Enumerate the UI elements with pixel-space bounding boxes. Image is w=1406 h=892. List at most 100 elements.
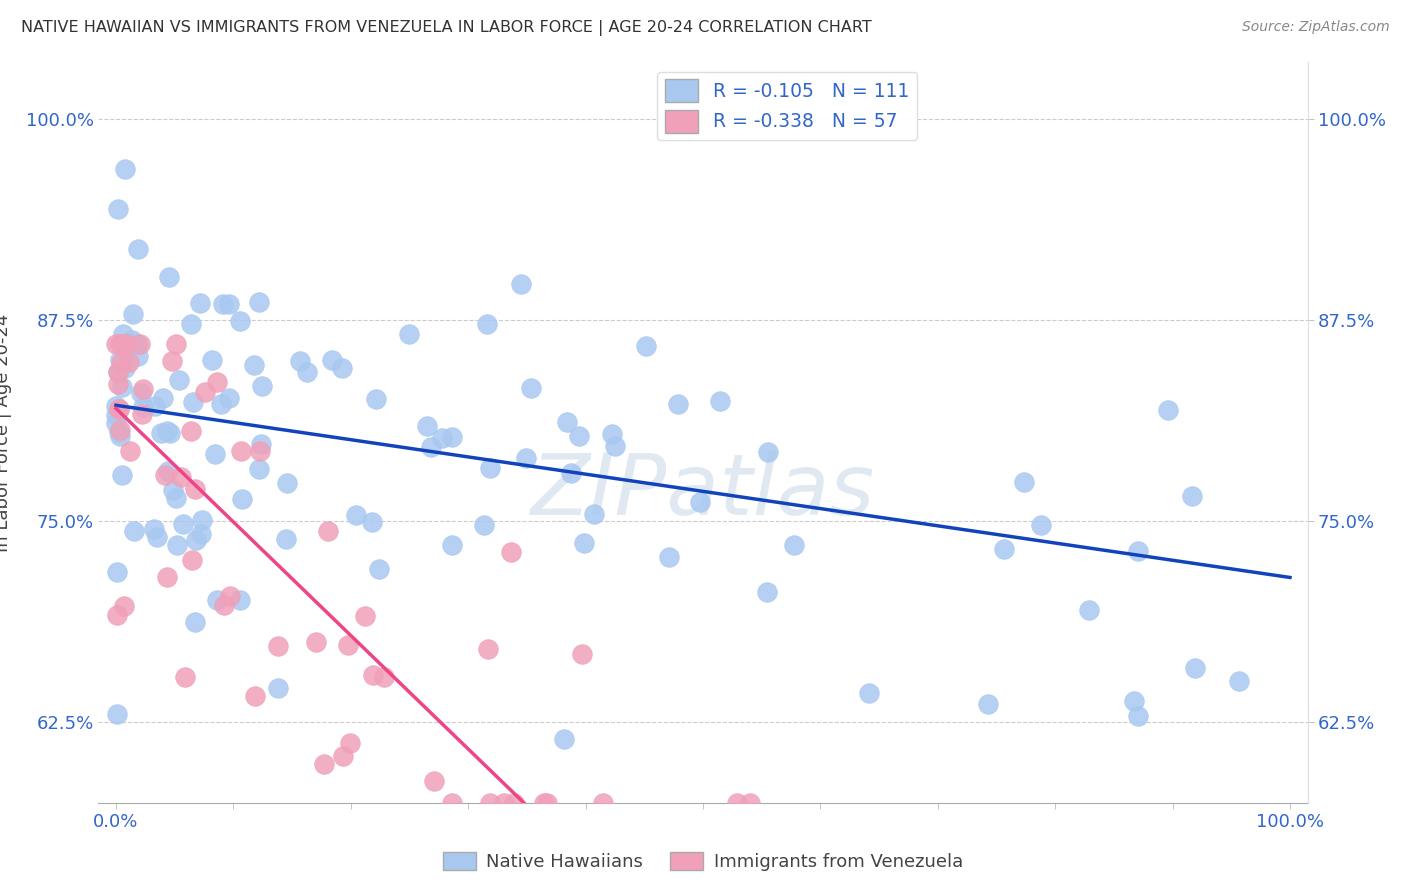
Point (186, 533, 208, 547)
Point (219, 589, 242, 603)
Point (108, 423, 131, 437)
Point (533, 796, 555, 810)
Point (184, 483, 207, 497)
Point (229, 593, 252, 607)
Point (165, 337, 187, 351)
Point (553, 731, 575, 746)
Point (441, 796, 464, 810)
Point (229, 443, 252, 458)
Point (361, 515, 384, 529)
Point (105, 706, 128, 721)
Point (502, 796, 524, 810)
Point (143, 522, 166, 536)
Point (247, 462, 270, 476)
Point (218, 392, 240, 406)
Point (110, 356, 132, 370)
Point (201, 353, 224, 368)
Point (367, 562, 389, 576)
Point (1126, 543, 1149, 558)
Point (977, 698, 1000, 712)
Point (568, 429, 591, 443)
Point (188, 296, 211, 310)
Point (318, 524, 340, 538)
Point (423, 774, 446, 789)
Point (267, 681, 290, 695)
Point (165, 491, 187, 505)
Point (108, 429, 131, 443)
Point (420, 440, 443, 454)
Point (174, 670, 197, 684)
Point (169, 373, 191, 387)
Point (125, 337, 148, 351)
Point (478, 461, 501, 475)
Point (157, 270, 180, 285)
Point (149, 426, 172, 441)
Point (274, 532, 297, 546)
Point (709, 394, 731, 409)
Point (180, 317, 202, 331)
Point (1126, 708, 1149, 723)
Point (156, 424, 179, 438)
Point (105, 607, 128, 622)
Point (129, 385, 152, 400)
Point (582, 508, 605, 522)
Point (783, 538, 806, 552)
Point (560, 467, 582, 481)
Point (181, 553, 204, 567)
Point (132, 401, 155, 415)
Point (475, 317, 498, 331)
Point (332, 748, 354, 763)
Point (571, 648, 593, 662)
Point (725, 796, 748, 810)
Point (492, 796, 515, 810)
Point (122, 524, 145, 538)
Point (592, 796, 614, 810)
Point (477, 642, 499, 657)
Point (110, 353, 132, 368)
Point (245, 689, 267, 703)
Point (337, 638, 360, 652)
Point (105, 399, 128, 413)
Point (114, 360, 136, 375)
Point (314, 757, 336, 772)
Point (756, 445, 779, 459)
Point (204, 447, 226, 461)
Text: NATIVE HAWAIIAN VS IMMIGRANTS FROM VENEZUELA IN LABOR FORCE | AGE 20-24 CORRELAT: NATIVE HAWAIIAN VS IMMIGRANTS FROM VENEZ… (21, 20, 872, 36)
Point (105, 565, 128, 579)
Point (218, 297, 240, 311)
Point (107, 425, 129, 439)
Point (155, 569, 177, 583)
Point (501, 545, 523, 559)
Point (184, 615, 207, 629)
Point (636, 339, 658, 353)
Point (111, 380, 134, 394)
Point (170, 469, 193, 483)
Point (993, 542, 1015, 557)
Point (1184, 661, 1206, 675)
Point (305, 635, 328, 649)
Point (574, 536, 596, 550)
Point (858, 685, 880, 699)
Point (231, 491, 253, 506)
Point (105, 408, 128, 422)
Point (166, 538, 188, 552)
Point (110, 337, 132, 351)
Point (247, 295, 270, 310)
Point (321, 353, 343, 368)
Point (250, 437, 273, 451)
Point (515, 450, 537, 465)
Point (276, 476, 298, 491)
Point (373, 670, 395, 684)
Point (398, 326, 420, 341)
Point (510, 277, 533, 292)
Point (180, 424, 202, 438)
Point (121, 333, 143, 347)
Point (205, 593, 228, 607)
Point (108, 337, 131, 351)
Point (162, 354, 184, 368)
Point (479, 796, 502, 810)
Point (128, 337, 150, 351)
Point (107, 376, 129, 391)
Point (108, 401, 131, 416)
Point (152, 392, 174, 406)
